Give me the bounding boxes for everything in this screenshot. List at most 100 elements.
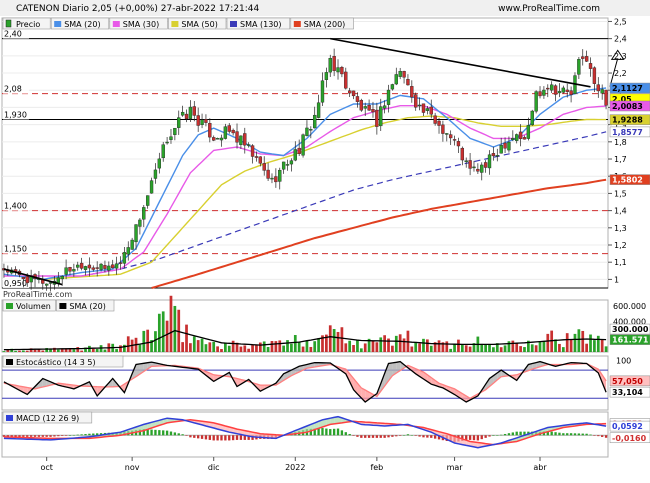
volume-bar: [282, 345, 285, 352]
volume-bar: [305, 340, 309, 352]
price-badge: 2,1127: [612, 84, 643, 93]
volume-bar: [359, 348, 363, 352]
volume-bar: [499, 347, 503, 352]
volume-bar: [344, 343, 348, 352]
candle-body: [72, 269, 76, 272]
volume-bar: [453, 343, 456, 352]
candle-body: [491, 153, 496, 157]
volume-bar: [64, 348, 68, 352]
volume-bar: [53, 347, 56, 352]
volume-bar: [554, 339, 557, 352]
volume-bar: [604, 346, 608, 352]
macd-histogram-bar: [45, 435, 48, 437]
price-legend-swatch: [230, 21, 237, 27]
price-legend-swatch: [112, 21, 120, 27]
volume-bar: [325, 334, 328, 352]
macd-histogram-bar: [589, 434, 592, 436]
macd-histogram-bar: [181, 434, 184, 436]
macd-fill: [240, 429, 245, 436]
volume-bar: [383, 335, 386, 352]
candle-body: [192, 106, 196, 116]
volume-bar: [115, 349, 118, 352]
macd-histogram-bar: [57, 435, 60, 437]
volume-legend-item: [2, 299, 56, 312]
volume-bar: [492, 347, 495, 352]
volume-bar: [593, 340, 596, 352]
volume-bar: [379, 337, 383, 352]
volume-pane: [2, 295, 608, 352]
candle-body: [305, 127, 309, 136]
candle-body: [480, 164, 484, 173]
candle-body: [103, 265, 107, 269]
stochastic-fill: [365, 390, 370, 403]
macd-histogram-bar: [585, 433, 588, 436]
candle-body: [530, 110, 534, 126]
candle-body: [169, 136, 173, 140]
macd-histogram-bar: [22, 435, 25, 437]
volume-bar: [402, 338, 406, 352]
macd-fill: [314, 421, 319, 430]
macd-histogram-bar: [391, 435, 394, 437]
site-link[interactable]: www.ProRealTime.com: [498, 4, 600, 14]
macd-histogram-bar: [523, 431, 526, 436]
volume-bar: [429, 345, 433, 352]
candle-body: [417, 104, 422, 107]
macd-histogram-bar: [84, 434, 87, 436]
stochastic-pane: [2, 360, 608, 403]
macd-histogram-bar: [507, 433, 511, 436]
macd-histogram-bar: [189, 435, 192, 438]
candle-body: [429, 106, 433, 115]
macd-histogram-bar: [64, 435, 68, 436]
volume-bar: [542, 341, 546, 352]
macd-histogram-bar: [138, 429, 142, 436]
candle-body: [223, 126, 228, 139]
candle-body: [340, 67, 344, 75]
volume-bar: [192, 336, 196, 352]
candle-body: [99, 263, 103, 270]
macd-histogram-bar: [488, 435, 491, 437]
macd-histogram-bar: [500, 434, 503, 436]
volume-bar: [185, 324, 188, 352]
macd-histogram-bar: [375, 435, 379, 438]
price-badge: 2,05: [612, 95, 632, 104]
volume-bar: [418, 343, 421, 352]
volume-bar: [68, 348, 72, 352]
candle-body: [274, 176, 278, 183]
stochastic-fill: [384, 363, 389, 387]
macd-fill: [322, 418, 327, 427]
macd-histogram-bar: [68, 435, 72, 436]
candle-body: [180, 111, 185, 116]
macd-histogram-bar: [321, 428, 324, 436]
stochastic-fill: [532, 362, 537, 370]
volume-bar: [457, 339, 460, 352]
macd-badge-bg: [609, 432, 650, 444]
volume-sma-line: [3, 329, 607, 351]
macd-histogram-bar: [26, 435, 29, 437]
macd-legend-item: [2, 411, 93, 424]
macd-histogram-bar: [604, 435, 608, 438]
macd-histogram-bar: [228, 435, 231, 441]
volume-tick-label: 400.000: [613, 317, 646, 326]
price-legend-label: SMA (130): [240, 20, 282, 29]
volume-bar: [507, 341, 511, 352]
macd-histogram-bar: [96, 433, 99, 436]
candle-body: [569, 90, 573, 95]
price-badge: 1,9288: [612, 116, 643, 125]
volume-bar: [426, 339, 429, 352]
candle-body: [25, 276, 29, 284]
macd-fill: [473, 442, 478, 448]
volume-bar: [332, 329, 336, 352]
candle-body: [398, 71, 402, 77]
x-tick-label: dic: [208, 463, 220, 472]
candle-body: [336, 67, 340, 73]
macd-histogram-bar: [251, 435, 254, 440]
level-label: 1,150: [4, 245, 27, 254]
stochastic-fill: [19, 386, 24, 393]
candle-body: [235, 131, 239, 143]
level-label-bg: [3, 110, 29, 120]
level-label-bg: [3, 201, 29, 211]
macd-histogram-bar: [566, 433, 569, 436]
macd-histogram-bar: [146, 429, 149, 436]
price-legend-item: [50, 17, 110, 30]
volume-bar: [146, 329, 150, 352]
